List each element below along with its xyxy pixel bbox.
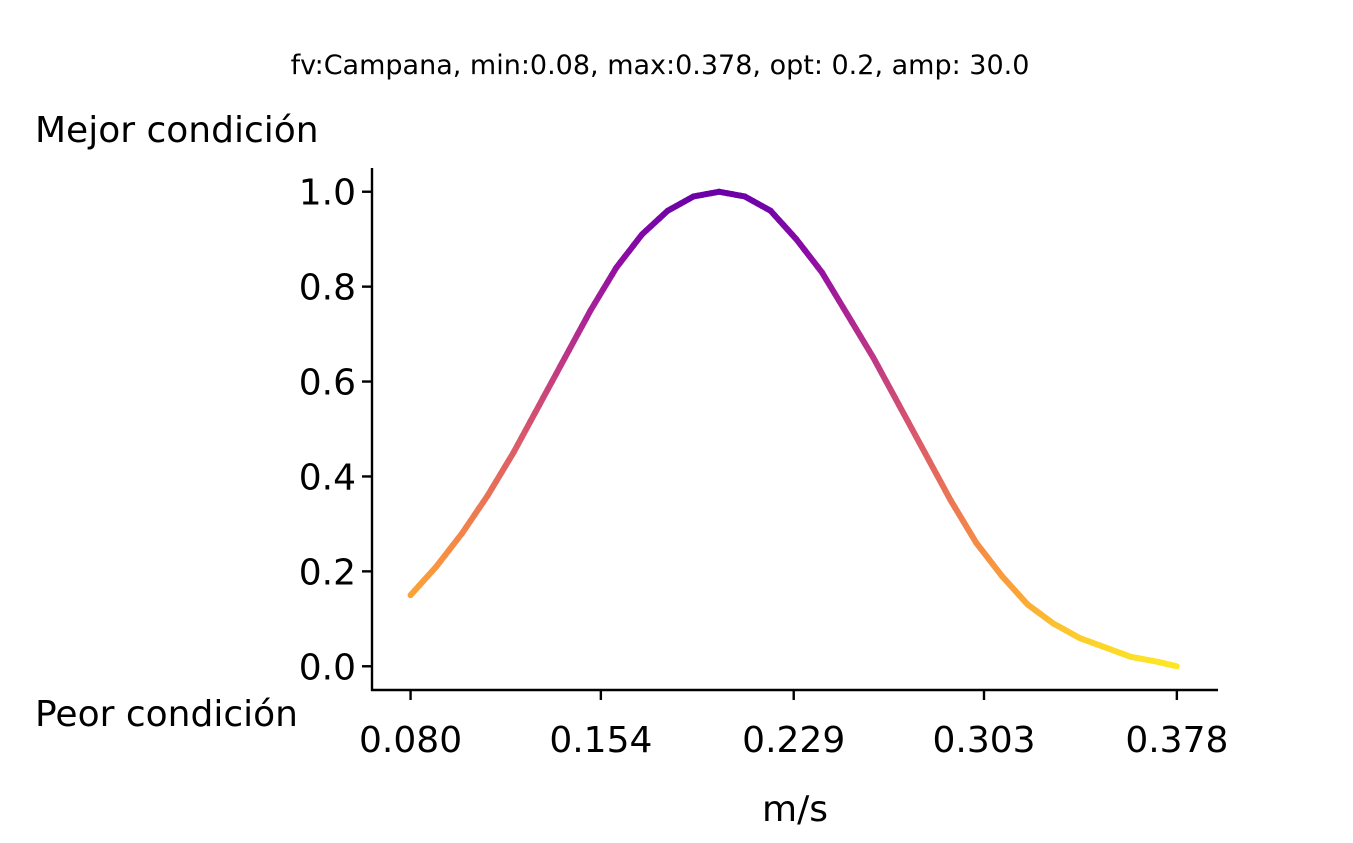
y-tick-label: 0.6 xyxy=(299,363,356,404)
top-condition-label: Mejor condición xyxy=(35,110,319,151)
curve-segment xyxy=(1170,662,1180,670)
x-tick-label: 0.303 xyxy=(932,720,1035,761)
y-tick-label: 0.2 xyxy=(299,552,356,593)
x-ticks: 0.080 0.154 0.229 0.303 0.378 xyxy=(359,690,1228,761)
y-tick-label: 0.4 xyxy=(299,457,356,498)
x-tick-label: 0.229 xyxy=(742,720,845,761)
x-tick-label: 0.154 xyxy=(549,720,652,761)
y-tick-label: 1.0 xyxy=(299,173,356,214)
x-axis-label: m/s xyxy=(762,789,828,830)
x-tick-label: 0.080 xyxy=(359,720,462,761)
series-curve xyxy=(407,188,1180,670)
x-tick-label: 0.378 xyxy=(1125,720,1228,761)
y-ticks: 0.0 0.2 0.4 0.6 0.8 1.0 xyxy=(299,173,372,688)
y-tick-label: 0.0 xyxy=(299,647,356,688)
y-tick-label: 0.8 xyxy=(299,268,356,309)
bottom-condition-label: Peor condición xyxy=(35,694,298,735)
chart-title: fv:Campana, min:0.08, max:0.378, opt: 0.… xyxy=(291,50,1030,81)
